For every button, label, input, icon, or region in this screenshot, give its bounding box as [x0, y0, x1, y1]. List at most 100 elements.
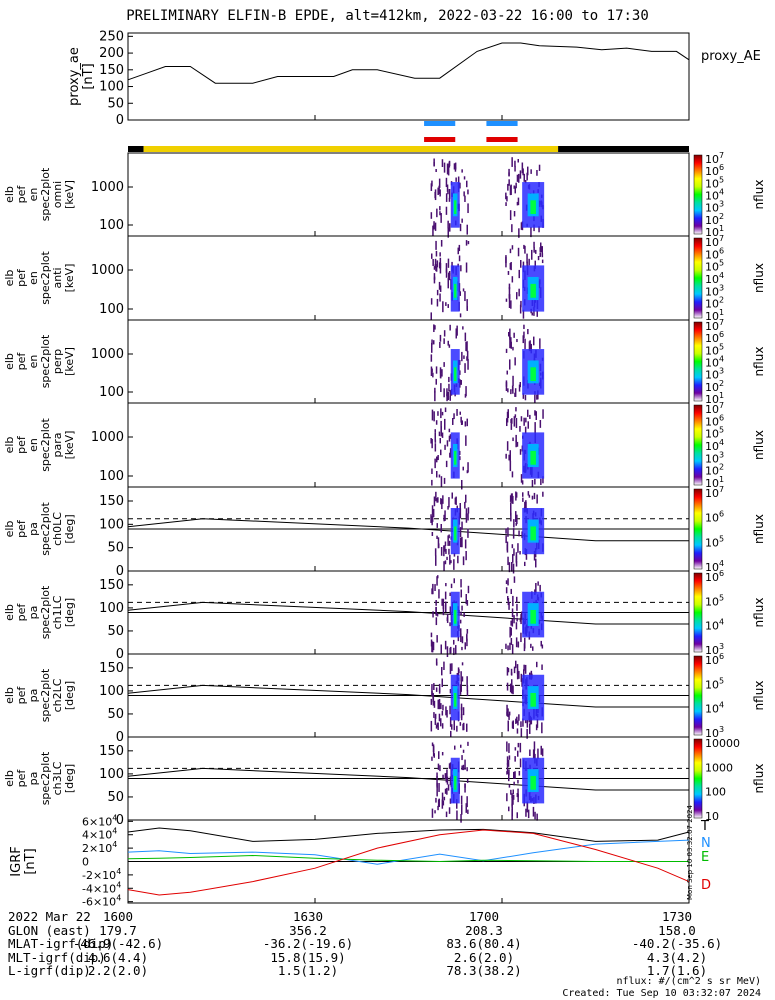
panel-6-speckle-0-2 — [445, 601, 447, 613]
panel-5-speckle-1-48 — [536, 494, 538, 504]
panel-8-speckle-1-17 — [513, 781, 515, 786]
panel-1-speckle-0-17 — [454, 166, 457, 172]
panel-4-speckle-1-40 — [514, 414, 517, 418]
panel-4-speckle-0-54 — [461, 480, 463, 490]
panel-4-speckle-0-10 — [431, 409, 434, 421]
panel-5-speckle-1-58 — [524, 501, 526, 511]
panel-7-speckle-1-40 — [529, 723, 531, 734]
panel-6-speckle-0-67 — [444, 640, 447, 650]
panel-3-speckle-1-4 — [516, 339, 518, 343]
panel-8-speckle-0-2 — [436, 772, 438, 778]
panel-4-speckle-0-14 — [434, 432, 436, 442]
panel-5-speckle-0-21 — [446, 556, 448, 561]
panel-5-losscone-line — [127, 518, 689, 542]
panel-4-speckle-1-13 — [515, 418, 518, 429]
panel-8-speckle-0-35 — [467, 741, 469, 746]
panel-2-speckle-0-27 — [433, 278, 436, 284]
panel-7-speckle-0-14 — [449, 663, 452, 675]
panel-7-speckle-1-42 — [512, 720, 514, 730]
panel-4-speckle-1-35 — [515, 440, 517, 448]
panel-8-speckle-0-9 — [437, 805, 439, 811]
orbit-value: 15.8(15.9) — [270, 949, 346, 965]
panel-7-speckle-1-62 — [516, 716, 518, 724]
panel-2-speckle-0-2 — [433, 266, 436, 270]
panel-2-ytick-label-0: 100 — [99, 302, 124, 317]
panel-5-speckle-0-49 — [437, 497, 439, 503]
panel-1-speckle-0-55 — [449, 223, 451, 232]
panel-8-speckle-0-37 — [448, 763, 451, 769]
panel-3-speckle-0-40 — [433, 340, 435, 345]
panel-8-speckle-1-31 — [526, 803, 529, 809]
panel-6-speckle-0-10 — [461, 636, 464, 644]
panel-2-speckle-0-40 — [465, 262, 468, 273]
panel-4-speckle-0-27 — [438, 474, 441, 478]
panel-5-speckle-0-50 — [460, 537, 462, 548]
panel-6-speckle-0-45 — [438, 589, 440, 599]
panel-6-speckle-0-41 — [442, 604, 445, 616]
panel-1-speckle-1-4 — [507, 183, 509, 191]
panel-4-speckle-1-57 — [510, 420, 513, 430]
panel-4-speckle-1-42 — [506, 411, 509, 423]
panel-7-speckle-1-60 — [536, 661, 538, 668]
panel-5-speckle-0-64 — [438, 543, 440, 549]
panel-4-speckle-1-34 — [523, 417, 525, 426]
orbit-value: 2.6(2.0) — [453, 949, 515, 965]
panel-7-speckle-1-12 — [510, 672, 513, 676]
igrf-legend-N: N — [701, 836, 711, 851]
panel-3-speckle-0-46 — [439, 367, 442, 379]
panel-3-speckle-0-0 — [441, 369, 443, 377]
panel-8-ytick-label-2: 100 — [99, 767, 124, 782]
panel-5-speckle-1-64 — [510, 512, 512, 522]
panel-2-speckle-0-17 — [448, 272, 451, 281]
panel-6-speckle-0-44 — [455, 645, 457, 655]
panel-8-speckle-0-56 — [431, 742, 434, 747]
panel-3-speckle-1-2 — [509, 328, 511, 339]
panel-2-speckle-1-22 — [510, 300, 512, 309]
panel-4-speckle-1-25 — [535, 411, 537, 420]
panel-8-speckle-0-12 — [460, 744, 462, 748]
panel-7-speckle-1-57 — [516, 669, 519, 680]
panel-5-speckle-0-12 — [448, 548, 450, 555]
panel-4-cbar-tick-1: 102 — [705, 463, 724, 478]
panel-6-speckle-0-34 — [453, 578, 455, 584]
panel-6-speckle-1-58 — [540, 640, 542, 647]
orbit-value: 1.7(1.6) — [646, 963, 708, 978]
panel-7-speckle-1-30 — [506, 704, 508, 715]
panel-7-speckle-1-18 — [524, 664, 527, 674]
panel-5-speckle-0-6 — [436, 535, 438, 539]
panel-8-speckle-1-18 — [512, 795, 514, 805]
panel-8-speckle-1-58 — [506, 763, 509, 774]
panel-3-speckle-1-9 — [537, 390, 539, 400]
panel-5-speckle-1-61 — [512, 563, 515, 574]
panel-7-speckle-0-25 — [432, 694, 434, 699]
panel-2-speckle-0-9 — [439, 285, 442, 292]
panel-4-speckle-1-28 — [529, 414, 531, 419]
panel-3-speckle-0-10 — [464, 332, 467, 342]
panel-1-speckle-1-12 — [536, 170, 538, 176]
panel-8-speckle-1-38 — [514, 756, 516, 762]
panel-7-speckle-0-49 — [438, 713, 441, 722]
panel-1-speckle-0-33 — [447, 166, 450, 176]
panel-4-speckle-1-4 — [520, 416, 523, 422]
panel-2-speckle-0-20 — [466, 299, 468, 310]
panel-3-speckle-1-38 — [509, 339, 511, 349]
panel-3-speckle-1-45 — [534, 394, 536, 403]
panel-4-speckle-1-47 — [512, 437, 514, 442]
panel-3-speckle-0-59 — [430, 366, 433, 377]
panel-7-core-hot-0 — [454, 693, 457, 707]
panel-7-speckle-1-1 — [507, 668, 510, 673]
panel-1-speckle-0-43 — [435, 169, 437, 173]
panel-3-speckle-1-43 — [512, 375, 514, 387]
panel-7-speckle-0-55 — [460, 685, 462, 692]
panel-5-speckle-0-27 — [441, 499, 443, 510]
panel-3-cbar-label: nflux — [752, 347, 766, 377]
panel-5-speckle-0-47 — [459, 508, 462, 519]
panel-8-ytick-label-1: 50 — [107, 790, 124, 805]
panel-7-ylabel: elbpefpaspec2plotch2LC[deg] — [3, 668, 76, 722]
panel-7-speckle-1-34 — [526, 728, 528, 739]
panel-7-speckle-1-48 — [511, 682, 513, 694]
panel-1-speckle-1-38 — [533, 224, 535, 232]
panel-4-speckle-1-58 — [506, 441, 509, 451]
panel-1-speckle-0-59 — [467, 203, 469, 214]
panel-3-speckle-0-33 — [465, 386, 467, 397]
